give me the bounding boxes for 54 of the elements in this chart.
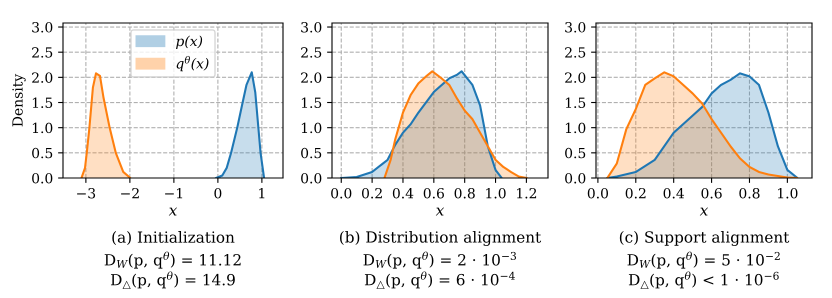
text: (b) Distribution alignment [340, 230, 542, 246]
text: (c) Support alignment [620, 230, 790, 246]
y-tick-label: 3.0 [565, 22, 586, 32]
y-tick-label: 3.0 [301, 22, 322, 32]
x-tick-label: 1.0 [778, 188, 798, 198]
text: D$_{W}$(p, q$^{θ}$) = 2 · 10$^{−3}$ [364, 252, 516, 269]
y-tick-label: 2.0 [32, 72, 52, 83]
y-tick-label: 2.5 [565, 47, 586, 58]
y-tick-label: 1.5 [566, 97, 586, 108]
x-tick-label: 0.0 [331, 188, 352, 198]
y-tick-label: 1.0 [302, 122, 322, 134]
x-axis-title: x [168, 208, 178, 216]
x-tick-label: 1.0 [486, 188, 506, 198]
x-tick-label: 0.8 [454, 188, 475, 198]
y-tick-label: 1.0 [32, 122, 52, 134]
x-tick-label: −3 [77, 188, 96, 198]
text: D$_{△}$(p, q$^{θ}$) = 6 · 10$^{−4}$ [364, 271, 515, 289]
y-tick-label: 1.5 [32, 97, 52, 108]
x-tick-label: 0.2 [362, 188, 382, 198]
text: D$_{W}$(p, q$^{θ}$) = 5 · 10$^{−2}$ [628, 252, 780, 269]
x-tick-label: −1 [165, 188, 182, 198]
x-axis-title: x [700, 208, 708, 216]
y-tick-label: 3.0 [32, 22, 52, 32]
legend-label: q$^{θ}$(x) [176, 56, 208, 72]
y-tick-label: 0.0 [32, 172, 52, 184]
x-tick-label: 0.8 [739, 188, 760, 198]
x-tick-label: 0.4 [392, 188, 414, 198]
y-tick-label: 0.5 [565, 148, 586, 158]
y-tick-label: 2.5 [32, 47, 52, 58]
y-tick-label: 0.5 [301, 148, 322, 158]
legend-label: p(x) [176, 36, 202, 49]
y-axis-title: Density [12, 74, 26, 126]
y-tick-label: 2.5 [301, 47, 322, 58]
y-tick-label: 0.0 [565, 172, 586, 184]
x-tick-label: 0.4 [664, 188, 684, 198]
x-tick-label: −2 [121, 188, 139, 198]
x-axis-title: x [436, 208, 444, 216]
y-tick-label: 0.0 [301, 172, 322, 184]
x-tick-label: 1.2 [517, 188, 536, 198]
y-tick-label: 1.0 [566, 122, 586, 134]
x-tick-label: 0.6 [701, 188, 722, 198]
x-tick-label: 0.0 [588, 188, 608, 198]
y-tick-label: 2.0 [301, 72, 322, 83]
text: (a) Initialization [112, 231, 234, 246]
x-tick-label: 1 [259, 188, 264, 198]
text: D$_{△}$(p, q$^{θ}$) = 14.9 [110, 271, 235, 289]
text: D$_{W}$(p, q$^{θ}$) = 11.12 [104, 252, 241, 269]
x-tick-label: 0.6 [424, 188, 444, 198]
y-tick-label: 0.5 [32, 148, 52, 158]
x-tick-label: 0 [214, 188, 222, 198]
text: D$_{△}$(p, q$^{θ}$) < 1 · 10$^{−6}$ [628, 271, 779, 289]
y-tick-label: 1.5 [302, 97, 322, 108]
y-tick-label: 2.0 [565, 72, 586, 83]
x-tick-label: 0.2 [626, 188, 646, 198]
